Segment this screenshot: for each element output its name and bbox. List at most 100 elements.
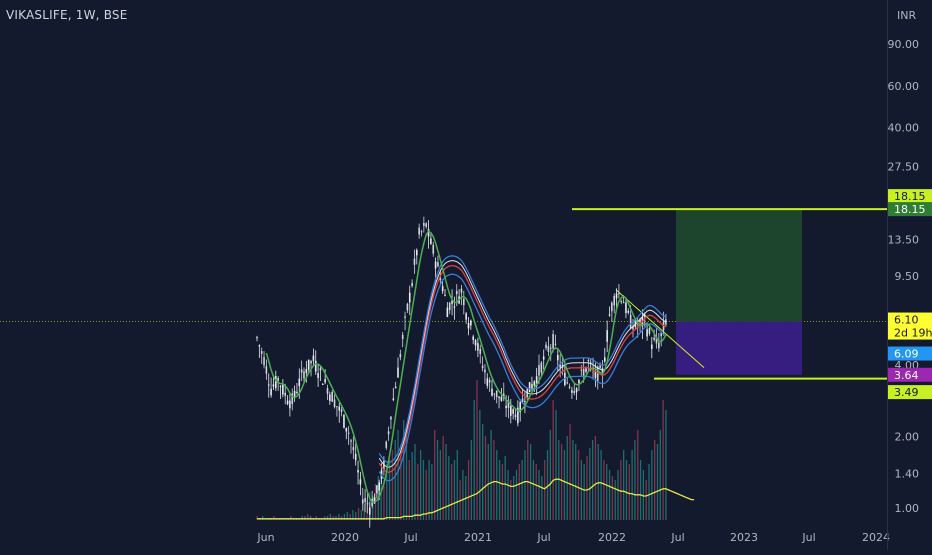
- volume-bar: [529, 444, 532, 520]
- candle-body: [267, 384, 270, 386]
- candle-body: [411, 283, 413, 286]
- candle-body: [437, 262, 439, 267]
- candle-body: [399, 353, 402, 358]
- candle-body: [521, 398, 524, 403]
- candle-body: [505, 405, 507, 409]
- volume-bar: [496, 450, 498, 520]
- volume-bar: [665, 410, 667, 520]
- candle-body: [578, 379, 580, 384]
- candle-body: [397, 367, 399, 378]
- countdown-label-bg: [888, 325, 932, 340]
- countdown-label: 2d 19h: [894, 327, 932, 340]
- volume-bar: [400, 444, 402, 520]
- volume-bar: [603, 460, 605, 520]
- candle-body: [401, 334, 404, 340]
- volume-bar: [611, 476, 614, 520]
- candle-body: [481, 365, 484, 369]
- target-label-upper-bg: [888, 189, 932, 204]
- candle-body: [488, 379, 491, 383]
- candle-body: [446, 307, 449, 318]
- volume-bar: [639, 460, 642, 520]
- volume-bar: [326, 516, 329, 520]
- candle-body: [324, 379, 326, 383]
- candle-body: [549, 347, 552, 349]
- candle-body: [416, 250, 418, 256]
- candle-body: [611, 302, 613, 312]
- candle-body: [613, 295, 615, 306]
- candle-body: [390, 416, 392, 420]
- price-axis-border: [887, 0, 888, 550]
- volume-bar: [527, 440, 529, 520]
- candle-body: [392, 398, 395, 400]
- trendline[interactable]: [615, 289, 705, 369]
- candle-body: [465, 313, 467, 320]
- volume-bar: [589, 448, 591, 520]
- currency-label: INR: [897, 9, 917, 22]
- candle-body: [284, 392, 286, 396]
- candle-body: [357, 469, 359, 473]
- target-label-lower: 18.15: [894, 203, 926, 216]
- y-tick-label: 40.00: [888, 122, 920, 135]
- candle-body: [554, 343, 557, 345]
- candle-body: [491, 388, 493, 396]
- stop-label-upper-bg: [888, 367, 932, 382]
- candle-body: [331, 391, 333, 402]
- volume-bar: [476, 380, 478, 520]
- y-tick-label: 60.00: [888, 80, 920, 93]
- volume-bar: [614, 480, 616, 520]
- volume-bar: [473, 400, 475, 520]
- candle-body: [575, 388, 578, 393]
- x-tick-label: 2024: [862, 531, 890, 544]
- volume-bar: [309, 516, 312, 520]
- candle-body: [296, 391, 298, 393]
- profit-zone[interactable]: [676, 209, 802, 322]
- candle-body: [552, 334, 554, 349]
- volume-bar: [594, 436, 597, 520]
- last-price-label: 6.10: [894, 314, 919, 327]
- volume-bar: [352, 510, 354, 520]
- candle-body: [580, 369, 583, 371]
- volume-bar: [445, 444, 447, 520]
- candle-body: [408, 292, 411, 303]
- volume-bar: [555, 410, 557, 520]
- candle-body: [350, 440, 352, 442]
- last-price-label-bg: [888, 312, 932, 327]
- candle-body: [298, 378, 301, 387]
- candle-body: [653, 337, 655, 340]
- candle-body: [460, 288, 463, 293]
- volume-bar: [572, 440, 574, 520]
- candle-body: [524, 400, 526, 402]
- volume-bar: [600, 450, 602, 520]
- candle-body: [507, 400, 510, 408]
- candle-body: [310, 360, 312, 364]
- x-tick-label: 2020: [331, 531, 359, 544]
- volume-bar: [493, 440, 495, 520]
- candle-body: [587, 359, 590, 361]
- candle-body: [474, 340, 477, 346]
- candle-body: [279, 385, 282, 387]
- volume-bar: [397, 430, 399, 520]
- candle-body: [387, 431, 390, 435]
- candle-body: [571, 390, 573, 393]
- candle-body: [455, 290, 458, 295]
- candle-body: [282, 384, 284, 395]
- volume-bar: [329, 514, 332, 520]
- candle-body: [343, 414, 345, 428]
- volume-bar: [363, 504, 365, 520]
- ma-value-label: 6.09: [894, 348, 919, 361]
- candle-body: [538, 365, 540, 376]
- loss-zone[interactable]: [676, 321, 802, 375]
- volume-bar: [645, 480, 647, 520]
- x-tick-label: Jul: [670, 531, 684, 544]
- candle-body: [453, 306, 456, 308]
- candle-body: [420, 231, 423, 233]
- volume-bar: [566, 436, 568, 520]
- volume-bar: [563, 450, 566, 520]
- candle-body: [303, 371, 305, 379]
- volume-bar: [411, 452, 413, 520]
- volume-bar: [532, 460, 535, 520]
- candle-body: [322, 383, 324, 385]
- volume-bar: [651, 450, 653, 520]
